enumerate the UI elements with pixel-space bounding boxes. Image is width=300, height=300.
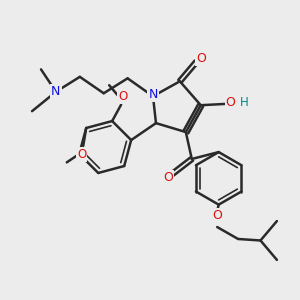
Text: N: N [51, 85, 61, 98]
Text: O: O [118, 90, 127, 103]
Text: N: N [148, 88, 158, 101]
Text: O: O [212, 208, 222, 222]
Text: O: O [77, 148, 86, 161]
Text: H: H [240, 96, 249, 109]
Text: O: O [226, 96, 236, 109]
Text: O: O [196, 52, 206, 65]
Text: O: O [163, 171, 173, 184]
